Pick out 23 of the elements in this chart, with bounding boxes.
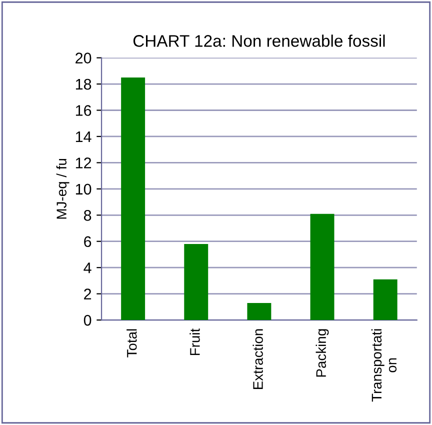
chart-title: CHART 12a: Non renewable fossil	[133, 34, 385, 47]
bar	[373, 279, 398, 320]
y-tick-label: 2	[84, 288, 92, 300]
y-tick-label: 20	[76, 52, 92, 64]
x-tick-label: Transportati on	[371, 329, 397, 402]
bar	[247, 302, 272, 320]
x-tick-label: Fruit	[190, 328, 200, 355]
y-tick-label: 0	[84, 314, 92, 326]
y-tick-label: 12	[76, 158, 92, 168]
bar	[121, 77, 146, 320]
y-tick-label: 16	[76, 105, 92, 116]
bar	[310, 214, 334, 320]
y-axis-title: MJ-eq / fu	[56, 158, 70, 219]
y-tick-label: 6	[84, 236, 92, 248]
y-tick-label: 10	[76, 184, 92, 195]
x-tick-label: Packing	[316, 329, 329, 377]
y-tick-label: 14	[76, 131, 92, 142]
y-tick-label: 4	[84, 262, 92, 274]
bar	[184, 244, 208, 320]
x-tick-label: Total	[126, 329, 137, 358]
y-tick-label: 18	[76, 78, 92, 90]
y-tick-label: 8	[84, 210, 92, 221]
x-tick-label: Extraction	[252, 329, 263, 389]
